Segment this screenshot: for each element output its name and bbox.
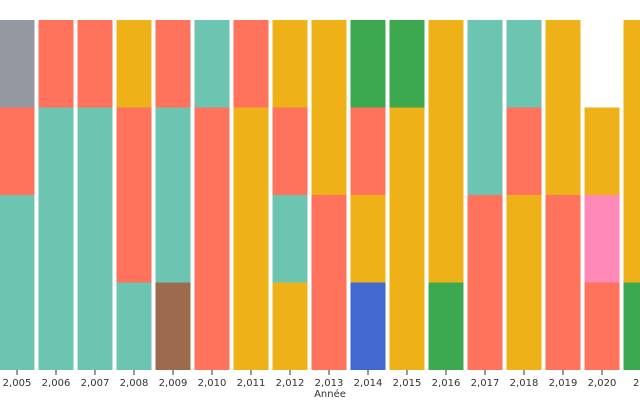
x-tick-label: 2,015 [393,378,422,389]
bar-segment-teal [0,195,35,370]
bar-segment-gold [233,107,269,370]
bar-segment-teal [38,107,74,370]
bar-segment-gold [623,20,640,283]
bar-segment-coral [233,20,269,108]
x-tick-label: 2,009 [159,378,188,389]
x-tick-label: 2,020 [588,378,617,389]
x-tick-label: 2,016 [432,378,461,389]
x-tick-label: 2,018 [510,378,539,389]
bar-segment-coral [467,195,503,370]
bar-segment-coral [77,20,113,108]
x-tick-label: 2,019 [549,378,578,389]
bar-segment-teal [506,20,542,108]
bar-segment-teal [155,107,191,283]
bar-segment-teal [467,20,503,195]
bar-segment-green [623,282,640,370]
bar-segment-coral [272,107,308,195]
bar-segment-gold [584,107,620,195]
x-tick-label: 2,008 [120,378,149,389]
x-axis-title: Année [314,388,346,400]
x-tick-label: 2,007 [81,378,110,389]
bar-segment-gray [0,20,35,108]
x-tick-label: 2,011 [237,378,266,389]
x-tick-label: 2,0 [633,378,640,389]
bar-segment-green [389,20,425,108]
x-tick-label: 2,010 [198,378,227,389]
bar-segment-gold [311,20,347,195]
bar-segment-gold [350,195,386,283]
bar-segment-coral [584,282,620,370]
x-tick-label: 2,006 [42,378,71,389]
x-axis: 2,005 2,006 2,007 2,008 2,009 2,010 2,011 2,012… [3,370,640,389]
x-tick-label: 2,014 [354,378,383,389]
bar-segment-gold [272,20,308,108]
bar-segment-brown [155,282,191,370]
x-tick-label: 2,017 [471,378,500,389]
x-tick-label: 2,005 [3,378,32,389]
x-tick-label: 2,013 [315,378,344,389]
bar-segment-gold [545,20,581,195]
bar-segment-pink [584,195,620,283]
bar-segment-teal [77,107,113,370]
bar-segment-coral [506,107,542,195]
bar-segment-teal [272,195,308,283]
bar-segment-gold [389,107,425,370]
bar-segment-coral [38,20,74,108]
bar-segment-coral [194,107,230,370]
bar-segment-gold [506,195,542,370]
bar-segment-coral [116,107,152,283]
bar-segment-blue [350,282,386,370]
bar-segment-coral [155,20,191,108]
bar-segment-gold [428,20,464,283]
bar-segment-green [428,282,464,370]
bar-segment-teal [194,20,230,108]
bars [0,20,640,370]
bar-segment-coral [350,107,386,195]
bar-segment-green [350,20,386,108]
bar-segment-teal [116,282,152,370]
bar-segment-gold [116,20,152,108]
bar-segment-coral [0,107,35,195]
x-tick-label: 2,012 [276,378,305,389]
bar-segment-gold [272,282,308,370]
bar-segment-coral [545,195,581,370]
bar-segment-coral [311,195,347,370]
